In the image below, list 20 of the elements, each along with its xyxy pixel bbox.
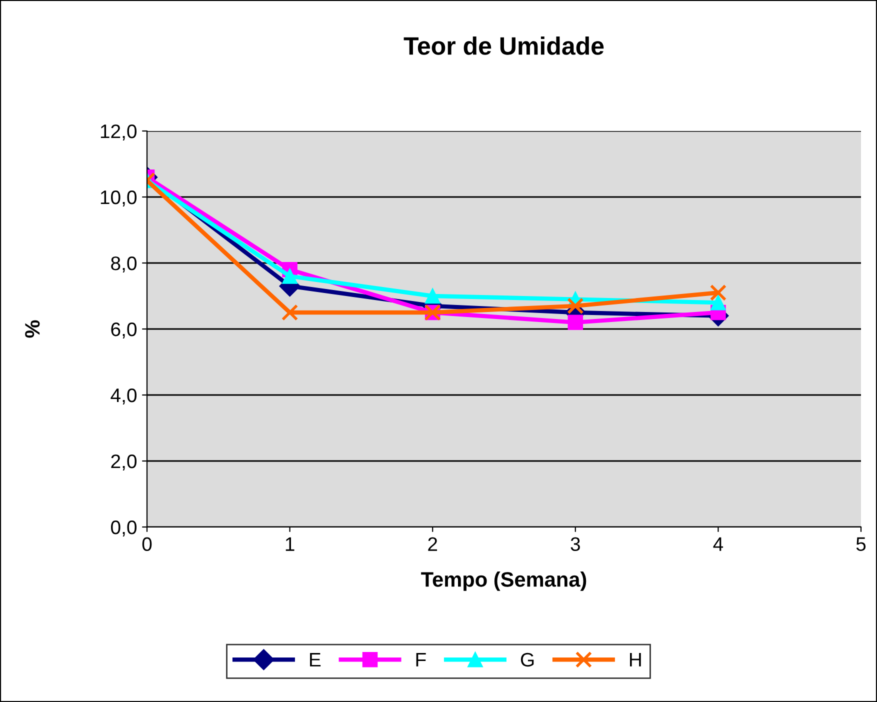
y-tick-label: 4,0: [110, 388, 137, 405]
x-tick-label: 3: [570, 537, 580, 552]
y-axis-title: %: [25, 320, 40, 338]
x-tick-label: 4: [713, 537, 724, 551]
chart-title: Teor de Umidade: [404, 36, 604, 55]
y-tick-label: 0,0: [111, 520, 137, 537]
x-tick-label: 0: [142, 537, 152, 552]
x-axis-title: Tempo (Semana): [421, 572, 586, 591]
legend-label: G: [520, 652, 534, 667]
legend-label: E: [310, 653, 321, 666]
x-tick-label: 5: [856, 537, 866, 552]
y-tick-label: 8,0: [111, 256, 137, 273]
y-tick-label: 2,0: [111, 454, 137, 471]
x-tick-label: 2: [428, 537, 438, 551]
y-tick-label: 6,0: [111, 322, 137, 339]
y-tick-label: 12,0: [100, 124, 137, 141]
legend-label: F: [416, 653, 426, 666]
legend-label: H: [630, 653, 641, 666]
y-tick-label: 10,0: [100, 190, 137, 207]
x-tick-label: 1: [286, 537, 294, 551]
